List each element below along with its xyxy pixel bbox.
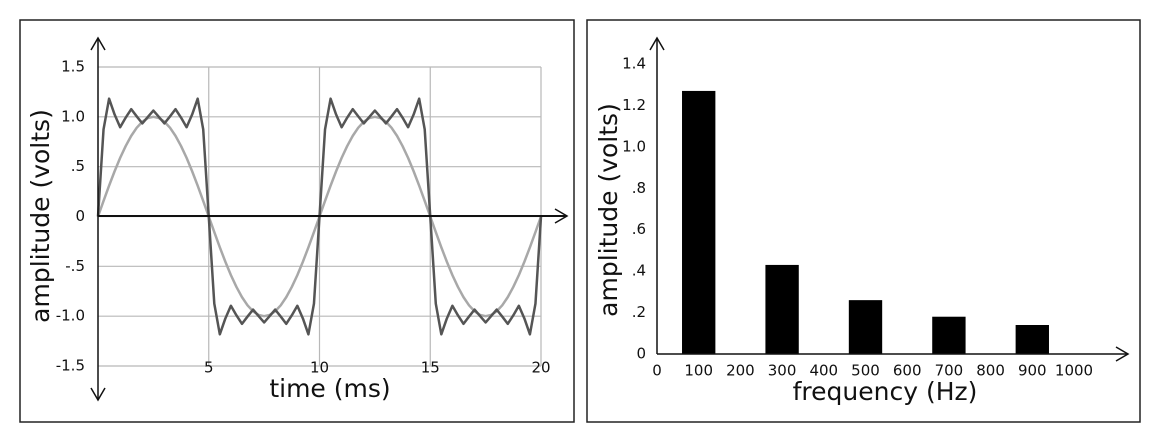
x-tick-label: 1000: [1055, 362, 1093, 380]
axis-arrow: [1115, 346, 1130, 362]
y-tick-label: 0: [75, 207, 85, 225]
y-tick-label: .8: [632, 179, 646, 197]
x-tick-label: 800: [976, 362, 1005, 380]
y-tick-label: .4: [632, 262, 646, 280]
x-tick-label: 200: [726, 362, 755, 380]
x-tick-label: 0: [652, 362, 662, 380]
x-tick-label: 20: [531, 359, 550, 377]
x-tick-label: 100: [684, 362, 713, 380]
y-tick-label: -1.0: [56, 307, 85, 325]
x-tick-label: 700: [935, 362, 964, 380]
x-tick-label: 5: [204, 359, 214, 377]
y-tick-label: .6: [632, 220, 646, 238]
y-tick-label: 1.5: [61, 58, 85, 76]
axis-arrow: [90, 387, 106, 402]
y-tick-label: 1.0: [61, 107, 85, 125]
y-tick-label: 1.0: [622, 137, 646, 155]
y-axis-label: amplitude (volts): [26, 109, 55, 323]
x-tick-label: 300: [768, 362, 797, 380]
spectrum-chart: 0 .2 .4 .6 .8 1.0 1.2 1.4 0 100 200 300 400 500 600 700…: [622, 55, 1093, 380]
x-axis-label: time (ms): [269, 374, 390, 403]
y-tick-label: 1.2: [622, 96, 646, 114]
bar: [932, 316, 966, 354]
axis-arrow: [554, 208, 569, 224]
y-tick-label: .5: [71, 157, 85, 175]
panel-border: [19, 19, 575, 423]
bar: [682, 90, 716, 354]
y-tick-label: -1.5: [56, 357, 85, 375]
y-tick-label: 0: [636, 345, 646, 363]
x-tick-label: 15: [421, 359, 440, 377]
x-tick-label: 600: [893, 362, 922, 380]
axis-arrow: [90, 36, 106, 51]
y-axis-label: amplitude (volts): [594, 103, 623, 317]
panel-border: [586, 19, 1141, 423]
y-tick-label: -.5: [65, 257, 85, 275]
x-axis-label: frequency (Hz): [793, 377, 978, 406]
y-tick-label: 1.4: [622, 55, 646, 73]
bar: [765, 264, 799, 354]
axis-arrow: [649, 36, 665, 51]
x-tick-label: 500: [851, 362, 880, 380]
y-tick-label: .2: [632, 303, 646, 321]
x-tick-label: 400: [809, 362, 838, 380]
x-tick-label: 900: [1018, 362, 1047, 380]
x-tick-label: 10: [310, 359, 329, 377]
axes: [90, 36, 1130, 402]
bar: [1015, 325, 1049, 354]
bar: [848, 300, 883, 354]
